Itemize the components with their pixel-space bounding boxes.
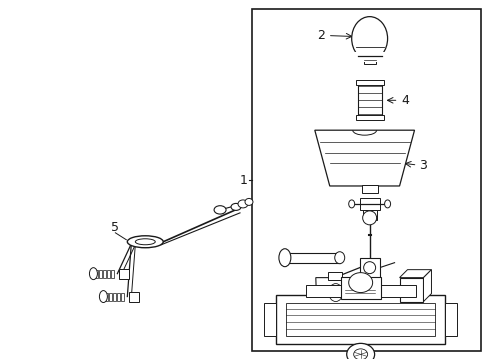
- Text: 2: 2: [316, 29, 324, 42]
- Ellipse shape: [135, 239, 155, 245]
- Bar: [355, 80, 383, 85]
- Text: 1: 1: [240, 174, 247, 186]
- Ellipse shape: [325, 310, 335, 320]
- Bar: [375, 285, 415, 297]
- Ellipse shape: [384, 200, 390, 208]
- Bar: [103, 270, 106, 278]
- Text: 5: 5: [111, 221, 119, 234]
- Bar: [107, 270, 110, 278]
- Text: 3: 3: [419, 158, 427, 172]
- Bar: [361, 185, 377, 193]
- Ellipse shape: [346, 343, 374, 360]
- Polygon shape: [315, 278, 375, 337]
- Bar: [99, 270, 102, 278]
- Ellipse shape: [230, 203, 241, 210]
- Ellipse shape: [334, 252, 344, 264]
- Bar: [359, 258, 379, 278]
- Polygon shape: [423, 270, 430, 302]
- Ellipse shape: [363, 262, 375, 274]
- Bar: [117, 293, 120, 301]
- Bar: [340, 276, 380, 298]
- Ellipse shape: [238, 200, 247, 208]
- Polygon shape: [445, 302, 456, 336]
- Bar: [121, 293, 124, 301]
- Polygon shape: [264, 302, 275, 336]
- Ellipse shape: [127, 236, 163, 248]
- Bar: [305, 285, 345, 297]
- Bar: [355, 115, 383, 120]
- Ellipse shape: [348, 200, 354, 208]
- Ellipse shape: [99, 291, 107, 302]
- Ellipse shape: [353, 349, 367, 360]
- Polygon shape: [399, 270, 430, 278]
- Bar: [285, 302, 435, 336]
- Bar: [251, 9, 480, 351]
- Bar: [285, 253, 339, 263]
- Ellipse shape: [362, 211, 376, 225]
- Ellipse shape: [351, 17, 387, 60]
- Bar: [363, 57, 375, 64]
- Ellipse shape: [214, 206, 225, 214]
- Ellipse shape: [348, 273, 372, 293]
- Text: 4: 4: [401, 94, 408, 107]
- Ellipse shape: [328, 284, 342, 302]
- Ellipse shape: [244, 198, 252, 206]
- Bar: [113, 293, 116, 301]
- Bar: [351, 53, 387, 62]
- Bar: [129, 292, 139, 302]
- Polygon shape: [357, 82, 381, 118]
- Ellipse shape: [89, 268, 97, 280]
- Ellipse shape: [278, 249, 290, 267]
- Bar: [109, 293, 112, 301]
- Bar: [343, 310, 363, 318]
- Bar: [119, 269, 129, 279]
- Bar: [344, 285, 374, 296]
- Ellipse shape: [350, 287, 360, 298]
- Bar: [362, 210, 376, 220]
- Bar: [111, 270, 114, 278]
- Polygon shape: [314, 130, 414, 186]
- Bar: [95, 270, 98, 278]
- Bar: [399, 278, 423, 302]
- Bar: [327, 272, 341, 280]
- Bar: [275, 294, 445, 345]
- Bar: [105, 293, 108, 301]
- Bar: [359, 198, 379, 210]
